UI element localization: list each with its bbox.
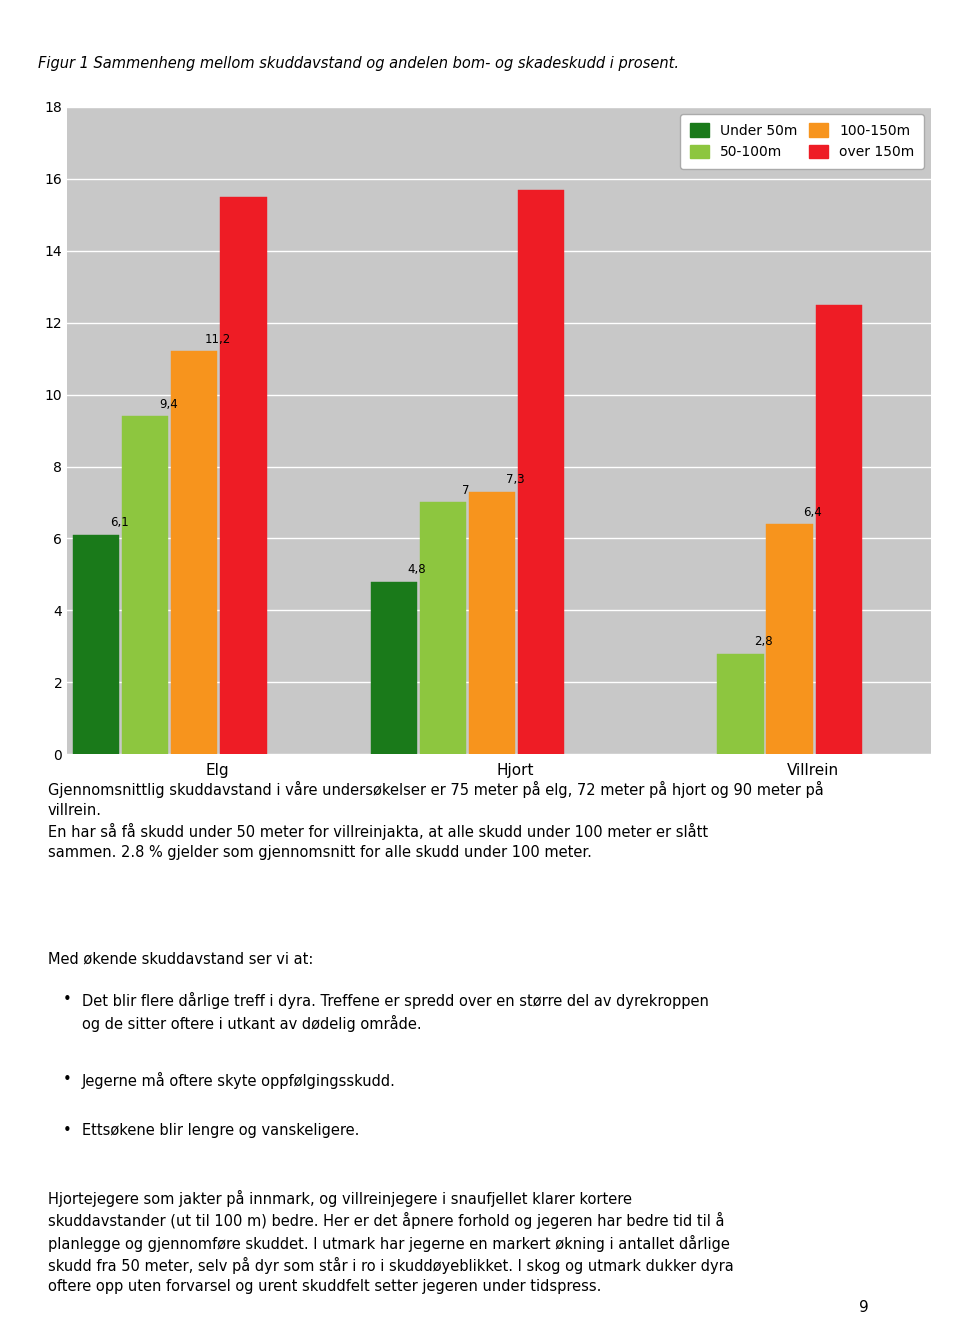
Legend: Under 50m, 50-100m, 100-150m, over 150m: Under 50m, 50-100m, 100-150m, over 150m: [680, 113, 924, 170]
Text: 9: 9: [859, 1300, 869, 1315]
Text: Det blir flere dårlige treff i dyra. Treffene er spredd over en større del av dy: Det blir flere dårlige treff i dyra. Tre…: [82, 992, 708, 1032]
Text: •: •: [62, 992, 71, 1007]
Text: 6,1: 6,1: [109, 517, 129, 530]
Bar: [171, 351, 218, 754]
Text: 9,4: 9,4: [159, 398, 178, 411]
Text: Med økende skuddavstand ser vi at:: Med økende skuddavstand ser vi at:: [48, 952, 313, 967]
Text: 4,8: 4,8: [408, 563, 426, 577]
Bar: [816, 304, 862, 754]
Bar: [73, 535, 119, 754]
Text: 2,8: 2,8: [755, 635, 773, 649]
Bar: [717, 654, 763, 754]
Text: Jegerne må oftere skyte oppfølgingsskudd.: Jegerne må oftere skyte oppfølgingsskudd…: [82, 1072, 396, 1089]
Text: Figur 1 Sammenheng mellom skuddavstand og andelen bom- og skadeskudd i prosent.: Figur 1 Sammenheng mellom skuddavstand o…: [38, 56, 680, 71]
Text: Hjortejegere som jakter på innmark, og villreinjegere i snaufjellet klarer korte: Hjortejegere som jakter på innmark, og v…: [48, 1189, 733, 1294]
Text: •: •: [62, 1072, 71, 1087]
Bar: [420, 502, 466, 754]
Text: Ettsøkene blir lengre og vanskeligere.: Ettsøkene blir lengre og vanskeligere.: [82, 1123, 359, 1137]
Text: 7,3: 7,3: [506, 474, 524, 486]
Text: 6,4: 6,4: [804, 506, 822, 519]
Text: •: •: [62, 1123, 71, 1137]
Text: Gjennomsnittlig skuddavstand i våre undersøkelser er 75 meter på elg, 72 meter p: Gjennomsnittlig skuddavstand i våre unde…: [48, 781, 824, 860]
Bar: [371, 582, 417, 754]
Bar: [122, 417, 168, 754]
Text: 11,2: 11,2: [204, 332, 230, 346]
Bar: [766, 525, 813, 754]
Bar: [468, 491, 516, 754]
Text: 7: 7: [462, 485, 469, 497]
Bar: [221, 196, 267, 754]
Bar: [518, 190, 564, 754]
